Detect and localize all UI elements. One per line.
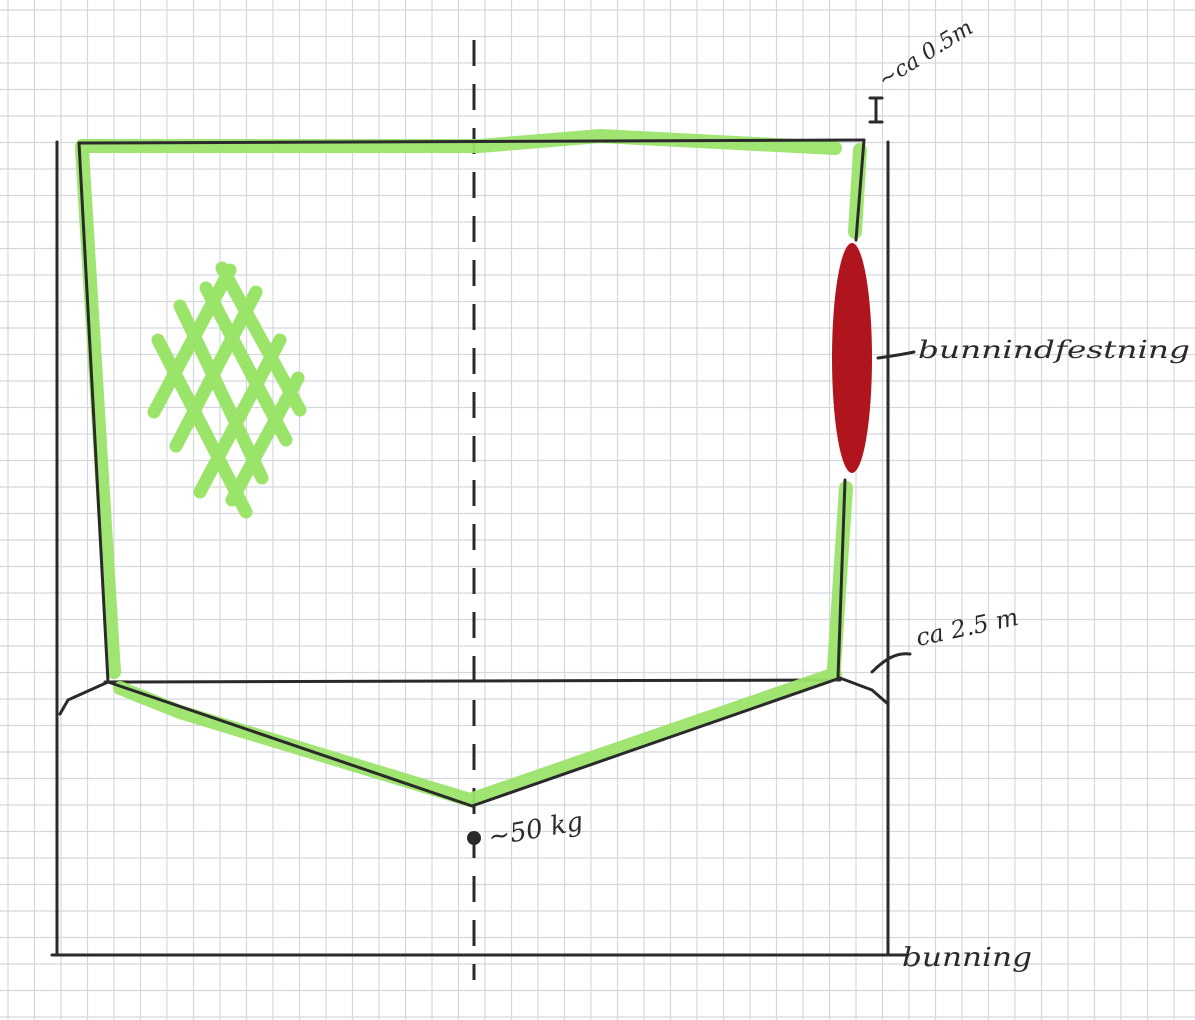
base-label: bunning bbox=[902, 943, 1032, 973]
pencil-right-upper bbox=[854, 138, 866, 242]
right-corner-tick bbox=[838, 676, 890, 706]
highlight-outline bbox=[75, 129, 867, 807]
pencil-outline bbox=[58, 96, 916, 808]
pencil-top-edge bbox=[77, 138, 866, 145]
reinforcement-leader bbox=[876, 350, 916, 360]
weight-dot bbox=[467, 831, 481, 845]
highlight-bottom-v bbox=[113, 667, 842, 807]
side-clearance-label: ca 2.5 m bbox=[913, 603, 1020, 652]
reinforcement-ellipse bbox=[832, 243, 872, 473]
pencil-left-edge bbox=[77, 141, 110, 684]
reinforcement-label: bunnindfestning bbox=[918, 336, 1190, 364]
pencil-bottom-v bbox=[106, 676, 842, 808]
highlight-left-edge bbox=[75, 143, 121, 679]
mesh-hatch-symbol bbox=[147, 261, 307, 519]
left-corner-tick bbox=[58, 680, 110, 716]
side-clearance-leader bbox=[870, 652, 912, 674]
weight-label: ~50 kg bbox=[486, 807, 585, 853]
highlight-right-upper bbox=[848, 143, 867, 239]
pencil-right-lower bbox=[836, 478, 847, 680]
